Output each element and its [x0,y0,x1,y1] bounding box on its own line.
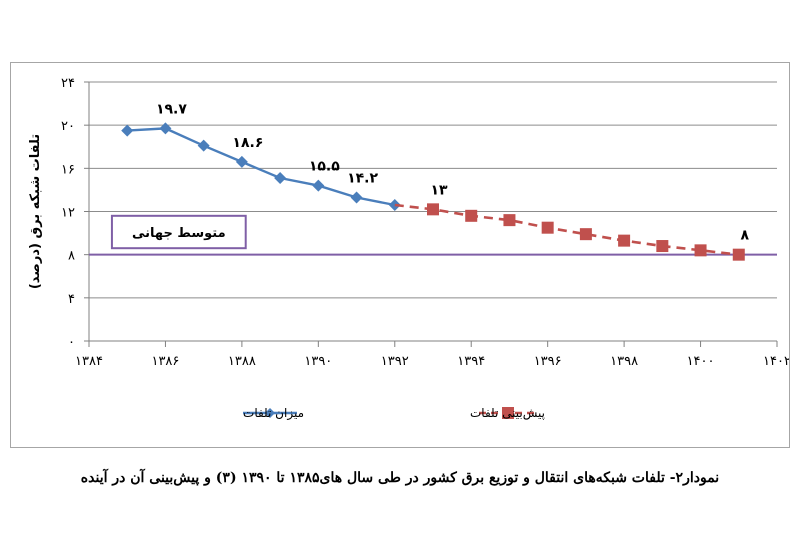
y-tick-label: ۲۴ [61,76,75,91]
loss-point [350,191,363,204]
chart-frame: ۰ ۴ ۸ ۱۲ ۱۶ ۲۰ ۲۴ ۱۳۸۴ ۱۳۸۶ ۱۳۸۸ ۱۳۹۰ ۱۳۹۲ ۱۳۹۴ ۱۳۹۶ ۱… [10,62,790,448]
y-tick-label: ۴ [68,292,75,307]
loss-point [159,122,172,135]
x-tick-label: ۱۳۹۸ [610,354,638,369]
reference-layer: متوسط جهانی [89,214,777,256]
loss-point [121,124,134,137]
data-label: ۱۳ [430,182,448,198]
x-tick-label: ۱۳۹۰ [304,354,332,369]
forecast-point [656,240,669,253]
y-tick-label: ۱۶ [61,162,75,177]
loss-chart: ۰ ۴ ۸ ۱۲ ۱۶ ۲۰ ۲۴ ۱۳۸۴ ۱۳۸۶ ۱۳۸۸ ۱۳۹۰ ۱۳۹۲ ۱۳۹۴ ۱۳۹۶ ۱… [28,76,789,421]
legend-label-loss: میزان تلفات [243,406,304,421]
legend: میزان تلفات پیش‌بینی تلفات [243,406,545,421]
x-tick-label: ۱۳۹۲ [381,354,409,369]
x-tick-label: ۱۳۹۶ [534,354,562,369]
loss-point [388,199,401,212]
axis-layer: ۰ ۴ ۸ ۱۲ ۱۶ ۲۰ ۲۴ ۱۳۸۴ ۱۳۸۶ ۱۳۸۸ ۱۳۹۰ ۱۳۹۲ ۱۳۹۴ ۱۳۹۶ ۱… [28,76,789,369]
y-axis-label: تلفات شبکه برق (درصد) [28,134,43,289]
y-tick-label: ۲۰ [61,119,75,134]
legend-marker-forecast [502,407,514,419]
data-label-layer: ۱۹.۷ ۱۸.۶ ۱۵.۵ ۱۴.۲ ۱۳ ۸ [156,101,750,243]
data-label: ۱۹.۷ [156,101,187,117]
data-label: ۸ [741,228,750,244]
forecast-point [618,234,631,247]
figure-caption: نمودار۲- تلفات شبکه‌های انتقال و توزیع ب… [80,470,720,486]
world-average-box [110,214,247,250]
y-tick-label: ۰ [68,335,75,350]
forecast-point [427,203,439,216]
forecast-point [465,209,478,222]
data-label: ۱۵.۵ [309,159,340,175]
world-average-label: متوسط جهانی [132,226,226,241]
loss-point [274,172,287,185]
forecast-point [732,248,745,261]
x-tick-label: ۱۳۹۴ [457,354,485,369]
forecast-point [503,214,516,227]
forecast-point [579,228,592,241]
data-label: ۱۴.۲ [347,170,378,186]
series-layer [121,122,745,261]
loss-point [312,179,325,192]
legend-marker-loss [265,408,275,418]
y-tick-label: ۸ [68,249,75,264]
x-tick-label: ۱۴۰۰ [687,354,715,369]
forecast-point [541,221,554,234]
x-tick-label: ۱۴۰۲ [763,354,789,369]
forecast-point [694,244,707,257]
x-tick-label: ۱۳۸۸ [228,354,256,369]
legend-label-forecast: پیش‌بینی تلفات [470,406,545,421]
loss-point [197,139,210,152]
loss-point [235,155,248,168]
loss-line [127,127,396,207]
forecast-line [394,203,739,256]
x-tick-label: ۱۳۸۴ [75,354,103,369]
y-tick-label: ۱۲ [61,206,75,221]
x-tick-label: ۱۳۸۶ [151,354,179,369]
data-label: ۱۸.۶ [232,135,263,151]
